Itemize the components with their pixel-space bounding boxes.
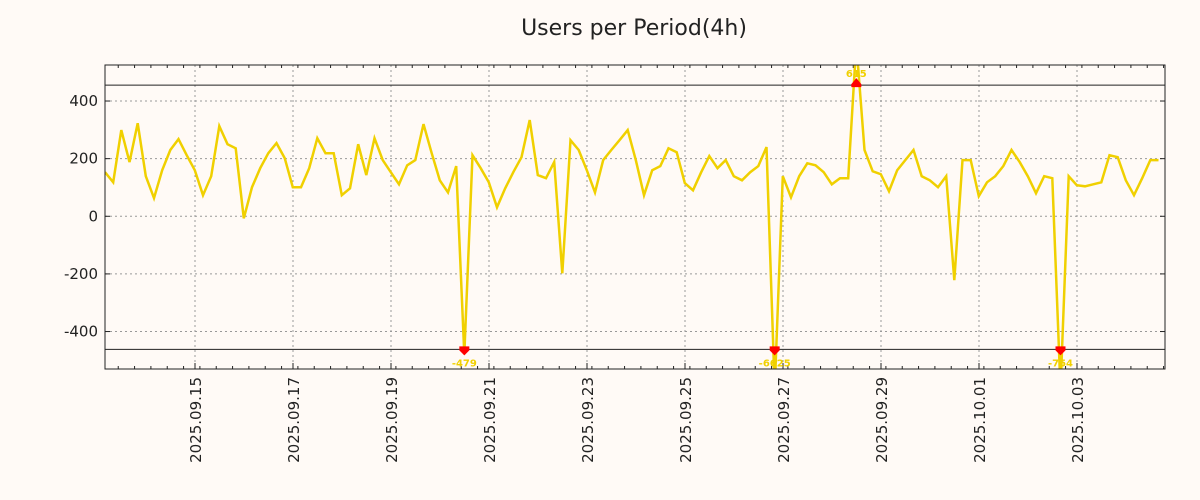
min-label: -479 bbox=[452, 358, 477, 369]
y-tick-label: 0 bbox=[88, 207, 98, 225]
x-tick-label: 2025.09.21 bbox=[481, 377, 499, 463]
x-tick-label: 2025.10.03 bbox=[1069, 377, 1087, 463]
x-tick-label: 2025.09.15 bbox=[187, 377, 205, 463]
min-label: -754 bbox=[1048, 358, 1073, 369]
x-tick-label: 2025.09.23 bbox=[579, 377, 597, 463]
min-label: -6625 bbox=[759, 358, 791, 369]
x-tick-label: 2025.09.27 bbox=[775, 377, 793, 463]
min-marker bbox=[1055, 346, 1066, 356]
min-marker bbox=[459, 346, 470, 356]
x-tick-label: 2025.09.19 bbox=[383, 377, 401, 463]
y-tick-label: 400 bbox=[69, 92, 98, 110]
plot-frame bbox=[104, 64, 1166, 370]
max-marker bbox=[851, 78, 862, 88]
min-marker bbox=[769, 346, 780, 356]
y-tick-label: -200 bbox=[64, 265, 98, 283]
chart-title: Users per Period(4h) bbox=[521, 16, 747, 41]
x-tick-label: 2025.09.29 bbox=[873, 377, 891, 463]
y-tick-label: 200 bbox=[69, 150, 98, 168]
x-tick-label: 2025.09.17 bbox=[285, 377, 303, 463]
x-tick-label: 2025.09.25 bbox=[677, 377, 695, 463]
max-label: 615 bbox=[846, 69, 867, 80]
x-tick-label: 2025.10.01 bbox=[971, 377, 989, 463]
y-tick-label: -400 bbox=[64, 323, 98, 341]
series-line-users bbox=[105, 65, 1159, 369]
